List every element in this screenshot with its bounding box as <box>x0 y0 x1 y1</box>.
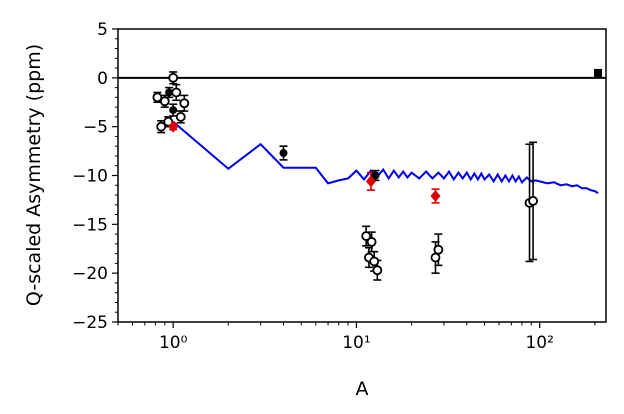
data-point-open <box>430 252 441 263</box>
data-point-filled <box>165 88 174 97</box>
y-tick-label: −5 <box>83 118 108 138</box>
data-point-open <box>361 231 372 241</box>
data-point-open <box>179 98 190 109</box>
data-point-square <box>593 68 602 77</box>
data-point-open <box>159 96 170 107</box>
data-point-open <box>433 244 444 255</box>
y-tick-label: 5 <box>97 20 108 40</box>
data-point-open <box>369 256 380 267</box>
data-point-open <box>366 237 377 247</box>
data-point-open <box>156 121 167 132</box>
data-point-open <box>171 87 182 98</box>
data-point-open <box>372 265 383 276</box>
data-point-open <box>152 92 163 103</box>
data-point-diamond <box>168 120 179 133</box>
y-tick-label: −20 <box>72 264 108 284</box>
x-tick-label: 10⁰ <box>159 333 188 353</box>
plot-area <box>118 68 606 281</box>
y-tick-label: −10 <box>72 167 108 187</box>
data-point-diamond <box>365 175 376 188</box>
x-tick-label: 10² <box>525 333 553 353</box>
y-tick-label: −25 <box>72 313 108 333</box>
x-tick-label: 10¹ <box>342 333 370 353</box>
data-point-filled <box>279 149 288 158</box>
data-point-open <box>168 72 179 83</box>
data-point-diamond <box>430 190 441 203</box>
y-axis-label: Q-scaled Asymmetry (ppm) <box>23 44 45 306</box>
y-tick-label: −15 <box>72 215 108 235</box>
model-line <box>172 121 599 194</box>
axis-ticks: 5 0 −5 −10 −15 −20 −25 10⁰ 10¹ 10² <box>72 20 596 353</box>
data-point-open <box>528 195 538 206</box>
y-tick-label: 0 <box>97 69 108 89</box>
x-axis-label: A <box>356 378 369 400</box>
data-point-filled <box>169 106 178 115</box>
axes-frame <box>117 28 607 323</box>
data-point-open <box>175 112 186 122</box>
data-point-filled <box>371 171 380 180</box>
